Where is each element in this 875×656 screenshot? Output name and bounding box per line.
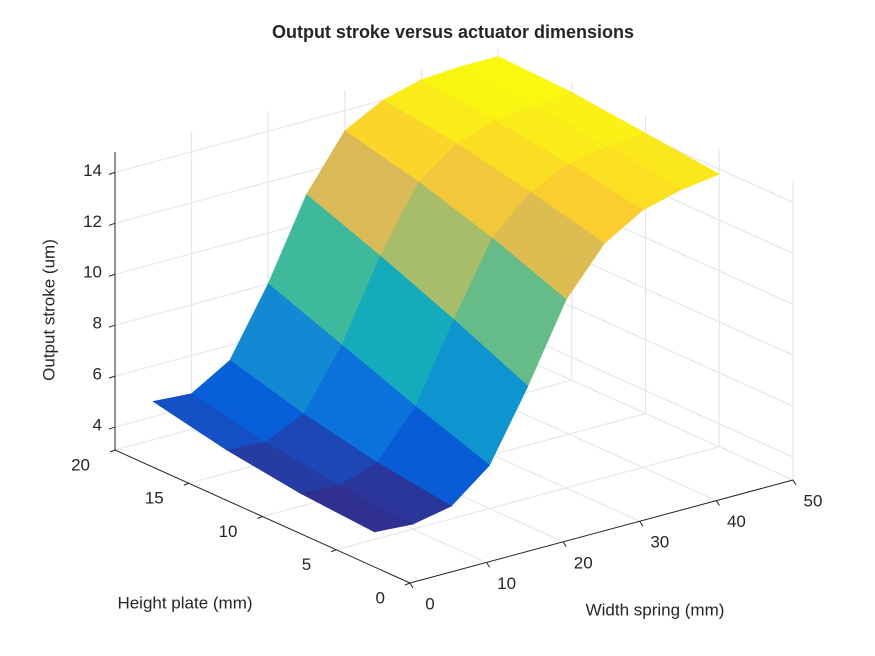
- z-tick: [108, 426, 116, 430]
- y-tick-label: 15: [145, 489, 164, 508]
- x-tick: [562, 541, 567, 548]
- z-tick-label: 6: [93, 365, 102, 384]
- x-tick-label: 20: [574, 553, 593, 572]
- z-tick: [108, 222, 116, 226]
- y-tick: [257, 516, 263, 519]
- chart-title: Output stroke versus actuator dimensions: [272, 22, 634, 42]
- y-tick: [183, 482, 189, 486]
- grid-line: [336, 446, 720, 551]
- x-axis: [409, 479, 794, 584]
- y-tick-label: 20: [71, 455, 90, 474]
- x-tick-label: 0: [425, 594, 434, 613]
- y-tick-label: 5: [302, 555, 311, 574]
- z-tick-label: 14: [83, 161, 102, 180]
- z-axis-label: Output stroke (um): [39, 239, 58, 381]
- x-tick: [792, 479, 797, 486]
- z-tick: [108, 324, 116, 328]
- x-tick: [715, 500, 720, 506]
- x-tick: [409, 582, 414, 589]
- z-tick-label: 8: [93, 314, 102, 333]
- x-tick-label: 30: [650, 533, 669, 552]
- y-tick: [109, 449, 116, 453]
- z-tick: [108, 273, 116, 277]
- y-axis-label: Height plate (mm): [117, 593, 252, 612]
- x-axis-label: Width spring (mm): [586, 600, 725, 619]
- z-tick-label: 12: [83, 212, 102, 231]
- y-tick: [404, 582, 411, 586]
- z-tick-label: 10: [83, 263, 102, 282]
- y-tick-label: 10: [219, 522, 238, 541]
- z-tick: [108, 171, 116, 175]
- z-tick: [108, 375, 116, 379]
- y-tick: [331, 549, 337, 553]
- surface-patch: [299, 485, 415, 533]
- x-tick: [486, 562, 491, 568]
- x-tick-label: 10: [497, 574, 516, 593]
- y-tick-label: 0: [376, 588, 385, 607]
- x-tick: [639, 520, 644, 527]
- x-tick-label: 40: [727, 512, 746, 531]
- z-tick-label: 4: [93, 416, 102, 435]
- x-tick-label: 50: [804, 491, 823, 510]
- grid-line: [497, 323, 794, 458]
